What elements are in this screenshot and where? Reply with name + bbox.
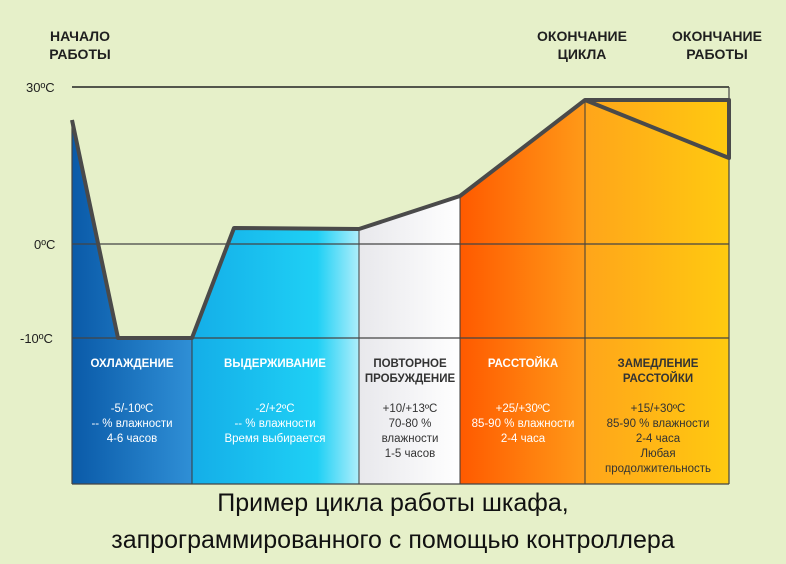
label-end-of-cycle-line: ОКОНЧАНИЕ — [537, 28, 627, 44]
phase-desc: влажности — [382, 433, 439, 445]
phase-desc: -- % влажности — [234, 418, 315, 430]
phase-label-2: ВЫДЕРЖИВАНИЕ -2/+2ºC -- % влажности Время в… — [224, 358, 326, 445]
phase-name: ВЫДЕРЖИВАНИЕ — [224, 358, 326, 370]
label-end-of-work-line: ОКОНЧАНИЕ — [672, 28, 762, 44]
axis-label-0: 0ºC — [34, 237, 55, 252]
phase-area-slowdown — [585, 100, 729, 484]
phase-desc: 85-90 % влажности — [472, 418, 575, 430]
phase-name: РАССТОЙКИ — [623, 372, 693, 385]
label-start-of-work-line: РАБОТЫ — [49, 46, 110, 62]
phase-desc: продолжительность — [605, 463, 711, 475]
caption-line-2: запрограммированного с помощью контролле… — [111, 526, 675, 554]
phase-label-1: ОХЛАЖДЕНИЕ -5/-10ºC -- % влажности 4-6 часо… — [90, 358, 173, 445]
phase-desc: 1-5 часов — [385, 448, 436, 460]
phase-name: ЗАМЕДЛЕНИЕ — [618, 358, 699, 370]
phase-name: РАССТОЙКА — [488, 357, 558, 370]
phase-desc: -5/-10ºC — [111, 403, 154, 415]
phase-name: ПОВТОРНОЕ — [373, 358, 447, 370]
phase-area-proofing — [460, 100, 585, 484]
label-end-of-cycle-line: ЦИКЛА — [558, 46, 607, 62]
phase-desc: +10/+13ºC — [383, 403, 438, 415]
phase-label-3: ПОВТОРНОЕ ПРОБУЖДЕНИЕ +10/+13ºC 70-80 % влаж… — [365, 358, 456, 460]
phase-desc: +15/+30ºC — [631, 403, 686, 415]
axis-label-minus10: -10ºC — [20, 331, 53, 346]
phase-desc: 70-80 % — [389, 418, 432, 430]
label-start-of-work-line: НАЧАЛО — [50, 28, 110, 44]
phase-area-wakeup — [359, 196, 460, 484]
label-end-of-cycle: ОКОНЧАНИЕ ЦИКЛА — [537, 28, 627, 62]
temperature-profile-line — [70, 98, 731, 340]
phase-desc: 2-4 часа — [636, 433, 681, 445]
phase-desc: -2/+2ºC — [255, 403, 294, 415]
phase-desc: Любая — [640, 448, 675, 460]
label-start-of-work: НАЧАЛО РАБОТЫ — [49, 28, 110, 62]
phase-label-4: РАССТОЙКА +25/+30ºC 85-90 % влажности 2-4 ч… — [472, 357, 575, 445]
phase-area-cooling — [72, 120, 192, 484]
phase-desc: Время выбирается — [224, 433, 325, 445]
axis-label-30: 30ºC — [26, 80, 55, 95]
phase-labels: ОХЛАЖДЕНИЕ -5/-10ºC -- % влажности 4-6 часо… — [90, 357, 711, 475]
label-end-of-work-line: РАБОТЫ — [686, 46, 747, 62]
phase-desc: 2-4 часа — [501, 433, 546, 445]
phase-name: ОХЛАЖДЕНИЕ — [90, 358, 173, 370]
phase-desc: 4-6 часов — [107, 433, 158, 445]
label-end-of-work: ОКОНЧАНИЕ РАБОТЫ — [672, 28, 762, 62]
phase-desc: -- % влажности — [91, 418, 172, 430]
caption-line-1: Пример цикла работы шкафа, — [217, 489, 569, 517]
phase-label-5: ЗАМЕДЛЕНИЕ РАССТОЙКИ +15/+30ºC 85-90 % влаж… — [605, 358, 711, 475]
phase-desc: +25/+30ºC — [496, 403, 551, 415]
phase-desc: 85-90 % влажности — [607, 418, 710, 430]
phase-area-holding — [192, 228, 359, 484]
phase-name: ПРОБУЖДЕНИЕ — [365, 373, 456, 385]
